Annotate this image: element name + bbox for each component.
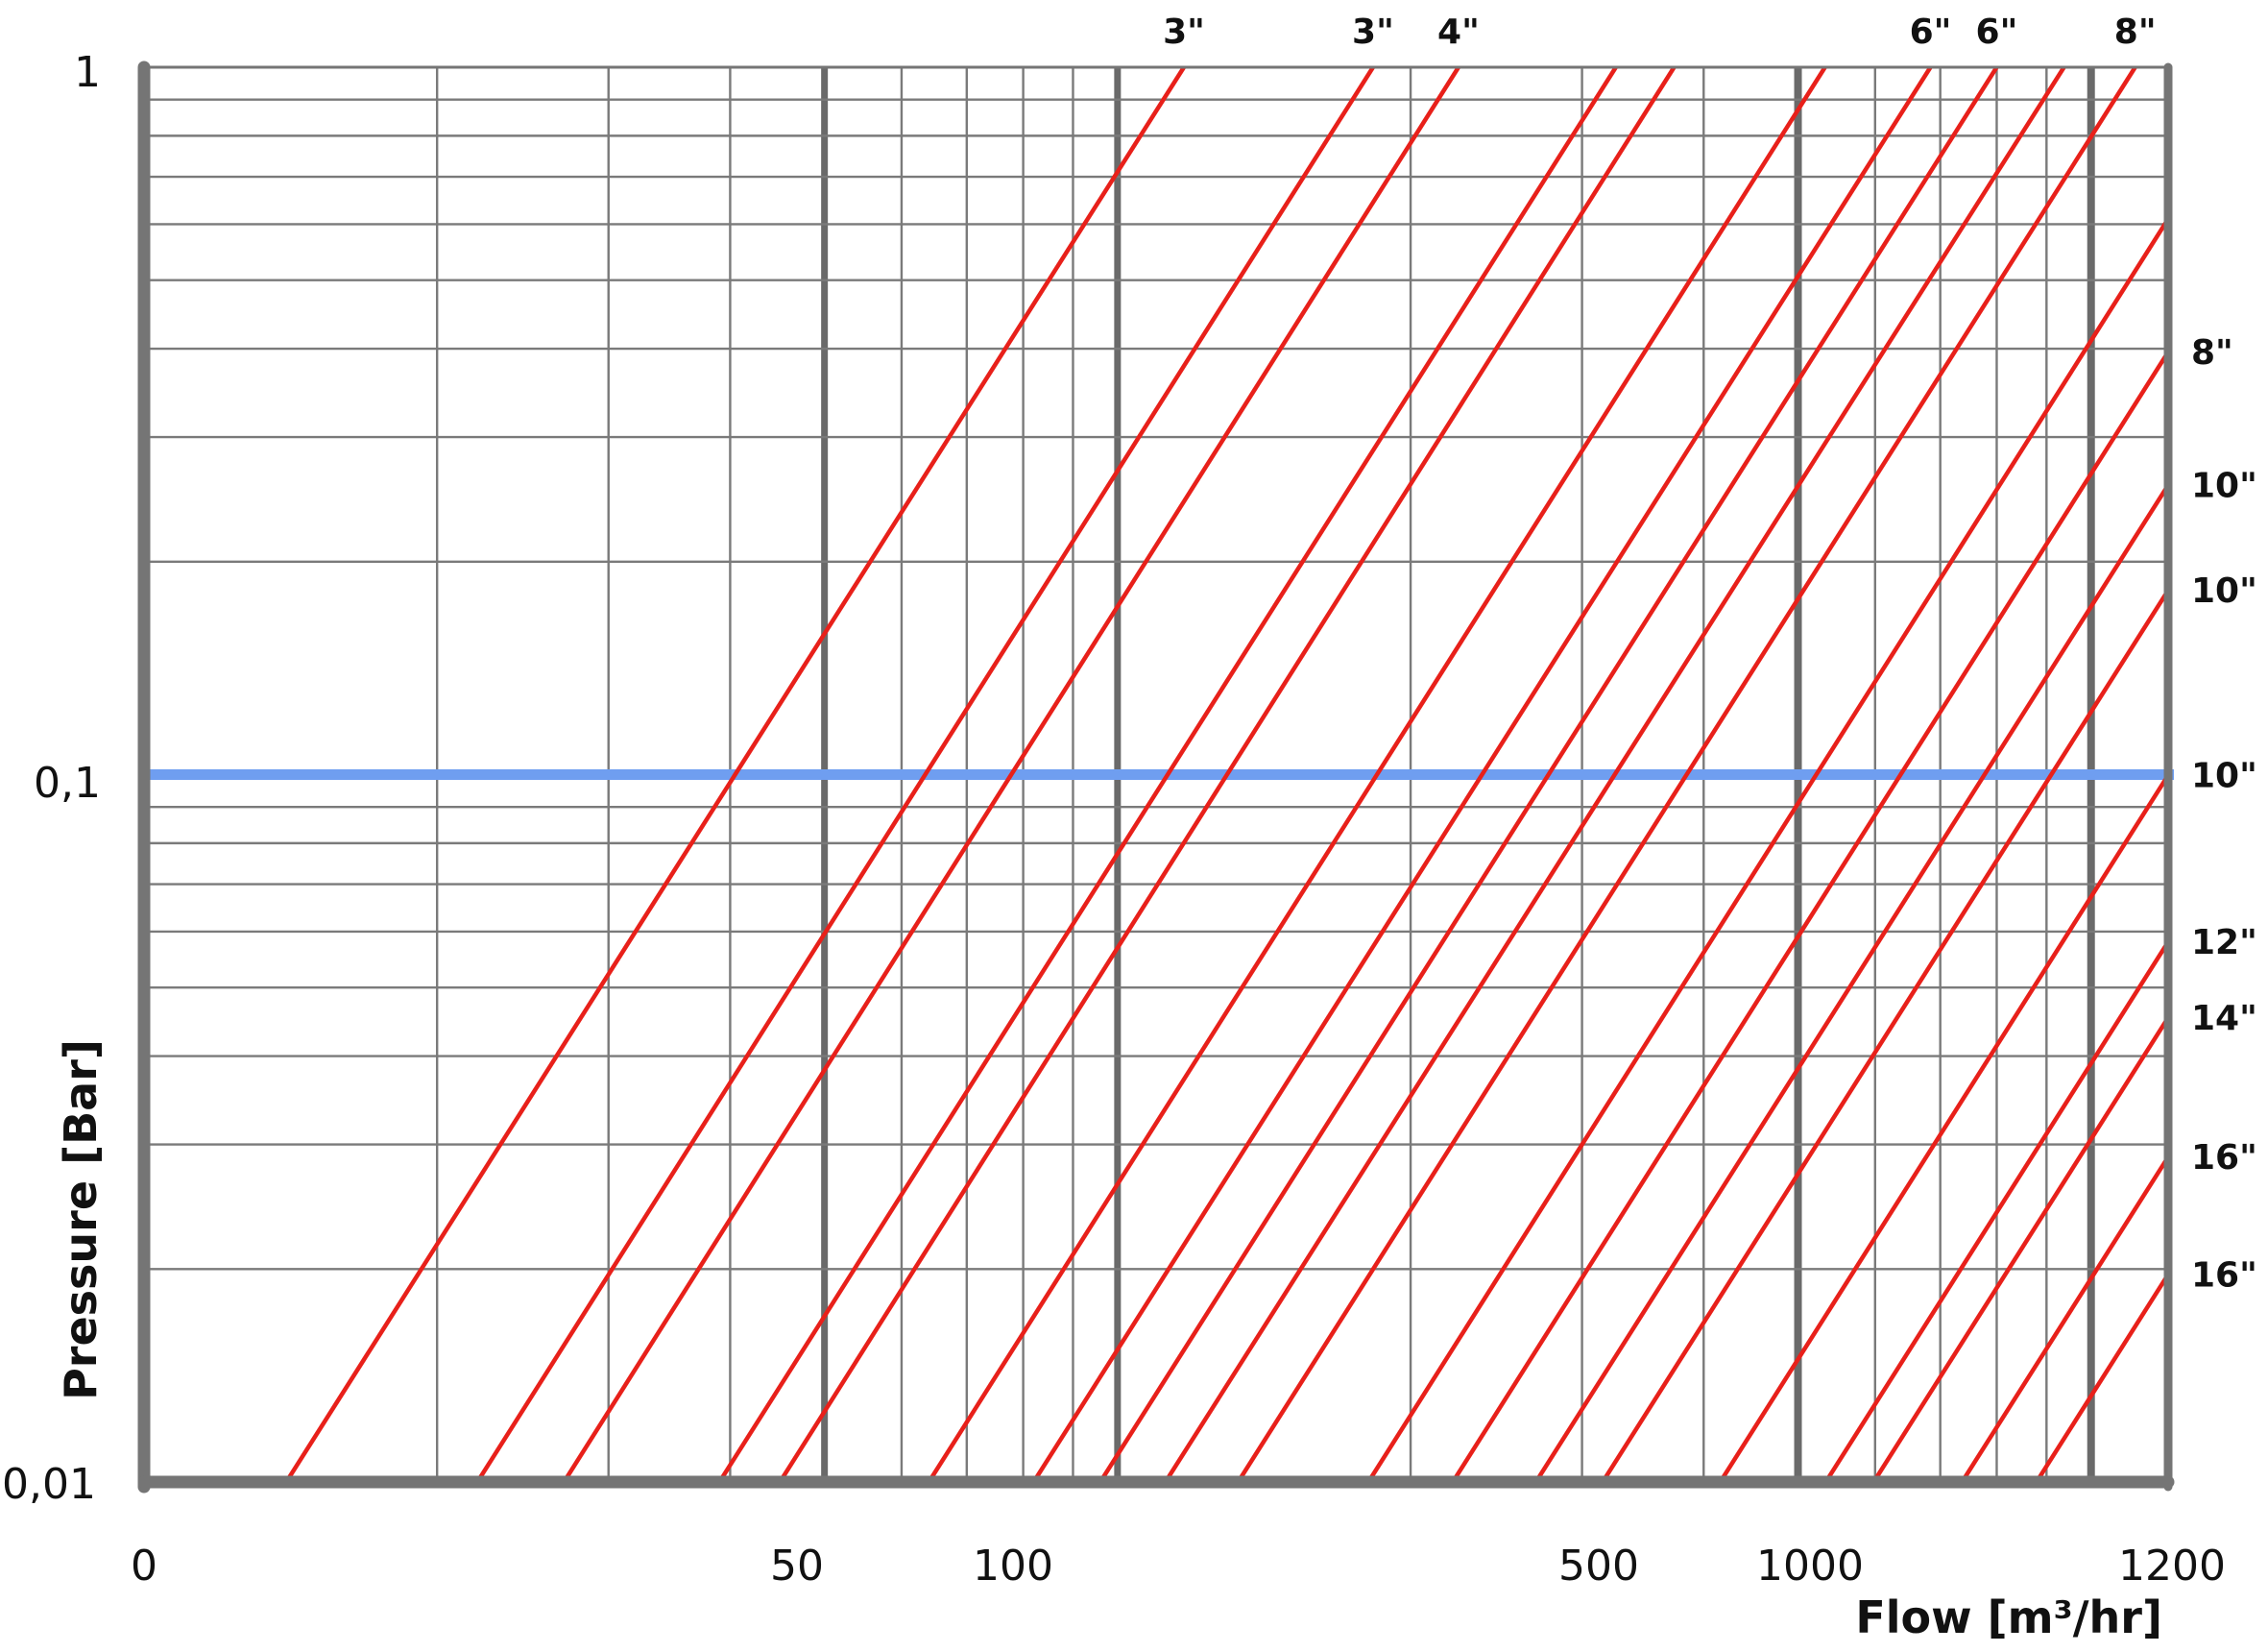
series-line bbox=[717, 65, 1618, 1484]
series-line bbox=[1960, 1154, 2171, 1484]
x-tick-0: 0 bbox=[131, 1542, 157, 1591]
series-label: 10" bbox=[2191, 571, 2257, 611]
series-label: 16" bbox=[2191, 1138, 2257, 1178]
series-line bbox=[778, 65, 1677, 1484]
y-tick-0-1: 0,1 bbox=[34, 759, 101, 808]
series-label: 3" bbox=[1163, 12, 1205, 52]
series-line bbox=[1601, 587, 2171, 1484]
series-line bbox=[1031, 65, 1933, 1484]
series-label: 3" bbox=[1352, 12, 1394, 52]
y-tick-0-01: 0,01 bbox=[2, 1460, 96, 1509]
horizontal-grid bbox=[144, 98, 2168, 1271]
series-line bbox=[1533, 482, 2171, 1484]
x-axis-title: Flow [m³/hr] bbox=[1855, 1591, 2162, 1643]
y-tick-1: 1 bbox=[74, 48, 101, 97]
series-line bbox=[1871, 1014, 2171, 1484]
series-label: 8" bbox=[2191, 333, 2233, 373]
x-tick-1000: 1000 bbox=[1756, 1542, 1864, 1591]
series-label: 4" bbox=[1437, 12, 1480, 52]
series-line bbox=[562, 65, 1460, 1484]
series-label: 6" bbox=[1910, 12, 1952, 52]
series-labels: 3" 3" 4" 6" 6" 8" 8" 10" 10" 10" 12" 14" 16" 16" bbox=[1163, 12, 2257, 1295]
series-label: 16" bbox=[2191, 1255, 2257, 1295]
x-tick-100: 100 bbox=[973, 1542, 1053, 1591]
series-label: 14" bbox=[2191, 999, 2257, 1038]
series-label: 6" bbox=[1976, 12, 2018, 52]
series-label: 10" bbox=[2191, 757, 2257, 796]
series-line bbox=[1098, 65, 1999, 1484]
series-line bbox=[927, 65, 1827, 1484]
x-tick-1200: 1200 bbox=[2118, 1542, 2226, 1591]
series-line bbox=[1236, 65, 2137, 1484]
series-label: 12" bbox=[2191, 923, 2257, 962]
x-tick-500: 500 bbox=[1558, 1542, 1639, 1591]
series-line bbox=[1451, 349, 2171, 1484]
series-line bbox=[1163, 65, 2066, 1484]
series-line bbox=[1366, 216, 2171, 1484]
series-line bbox=[1718, 772, 2171, 1484]
series-line bbox=[475, 65, 1375, 1484]
series-line bbox=[1823, 938, 2171, 1484]
series-label: 10" bbox=[2191, 467, 2257, 506]
series-line bbox=[2035, 1272, 2171, 1484]
y-axis-title: Pressure [Bar] bbox=[55, 1039, 107, 1400]
series-line bbox=[284, 65, 1186, 1484]
series-label: 8" bbox=[2114, 12, 2157, 52]
axes-frame bbox=[137, 61, 2175, 1494]
series-lines bbox=[284, 65, 2171, 1484]
x-tick-50: 50 bbox=[770, 1542, 824, 1591]
